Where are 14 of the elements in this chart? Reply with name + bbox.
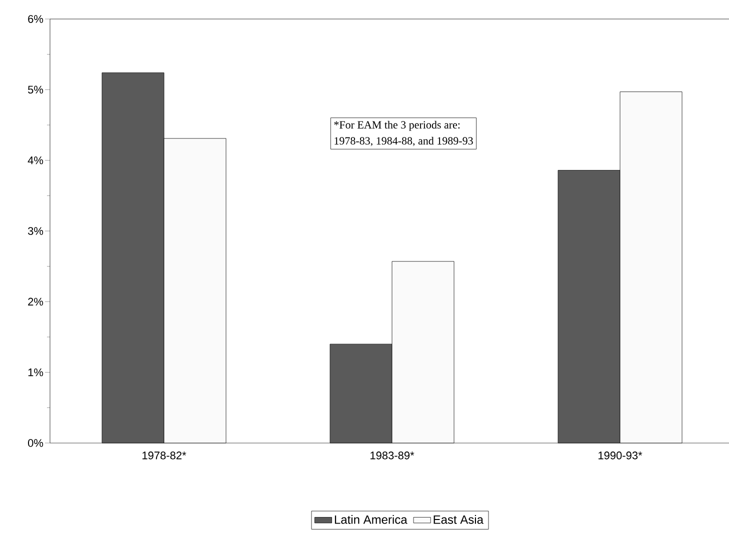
y-tick-label: 6% — [28, 15, 44, 23]
legend-label: East Asia — [434, 515, 484, 524]
y-tick-label: 3% — [28, 227, 44, 235]
x-tick-label: 1990-93* — [598, 452, 642, 460]
annotation: 1978-83, 1984-88, and 1989-93 — [334, 136, 473, 146]
y-tick-label: 5% — [28, 86, 44, 94]
y-tick-label: 0% — [28, 439, 44, 447]
legend-label: Latin America — [334, 515, 408, 524]
x-tick-label: 1983-89* — [370, 452, 414, 460]
y-tick-label: 1% — [28, 368, 44, 376]
y-tick-label: 4% — [28, 156, 44, 164]
y-tick-label: 2% — [28, 298, 44, 306]
annotation: *For EAM the 3 periods are: — [334, 120, 460, 131]
x-tick-label: 1978-82* — [142, 452, 186, 460]
